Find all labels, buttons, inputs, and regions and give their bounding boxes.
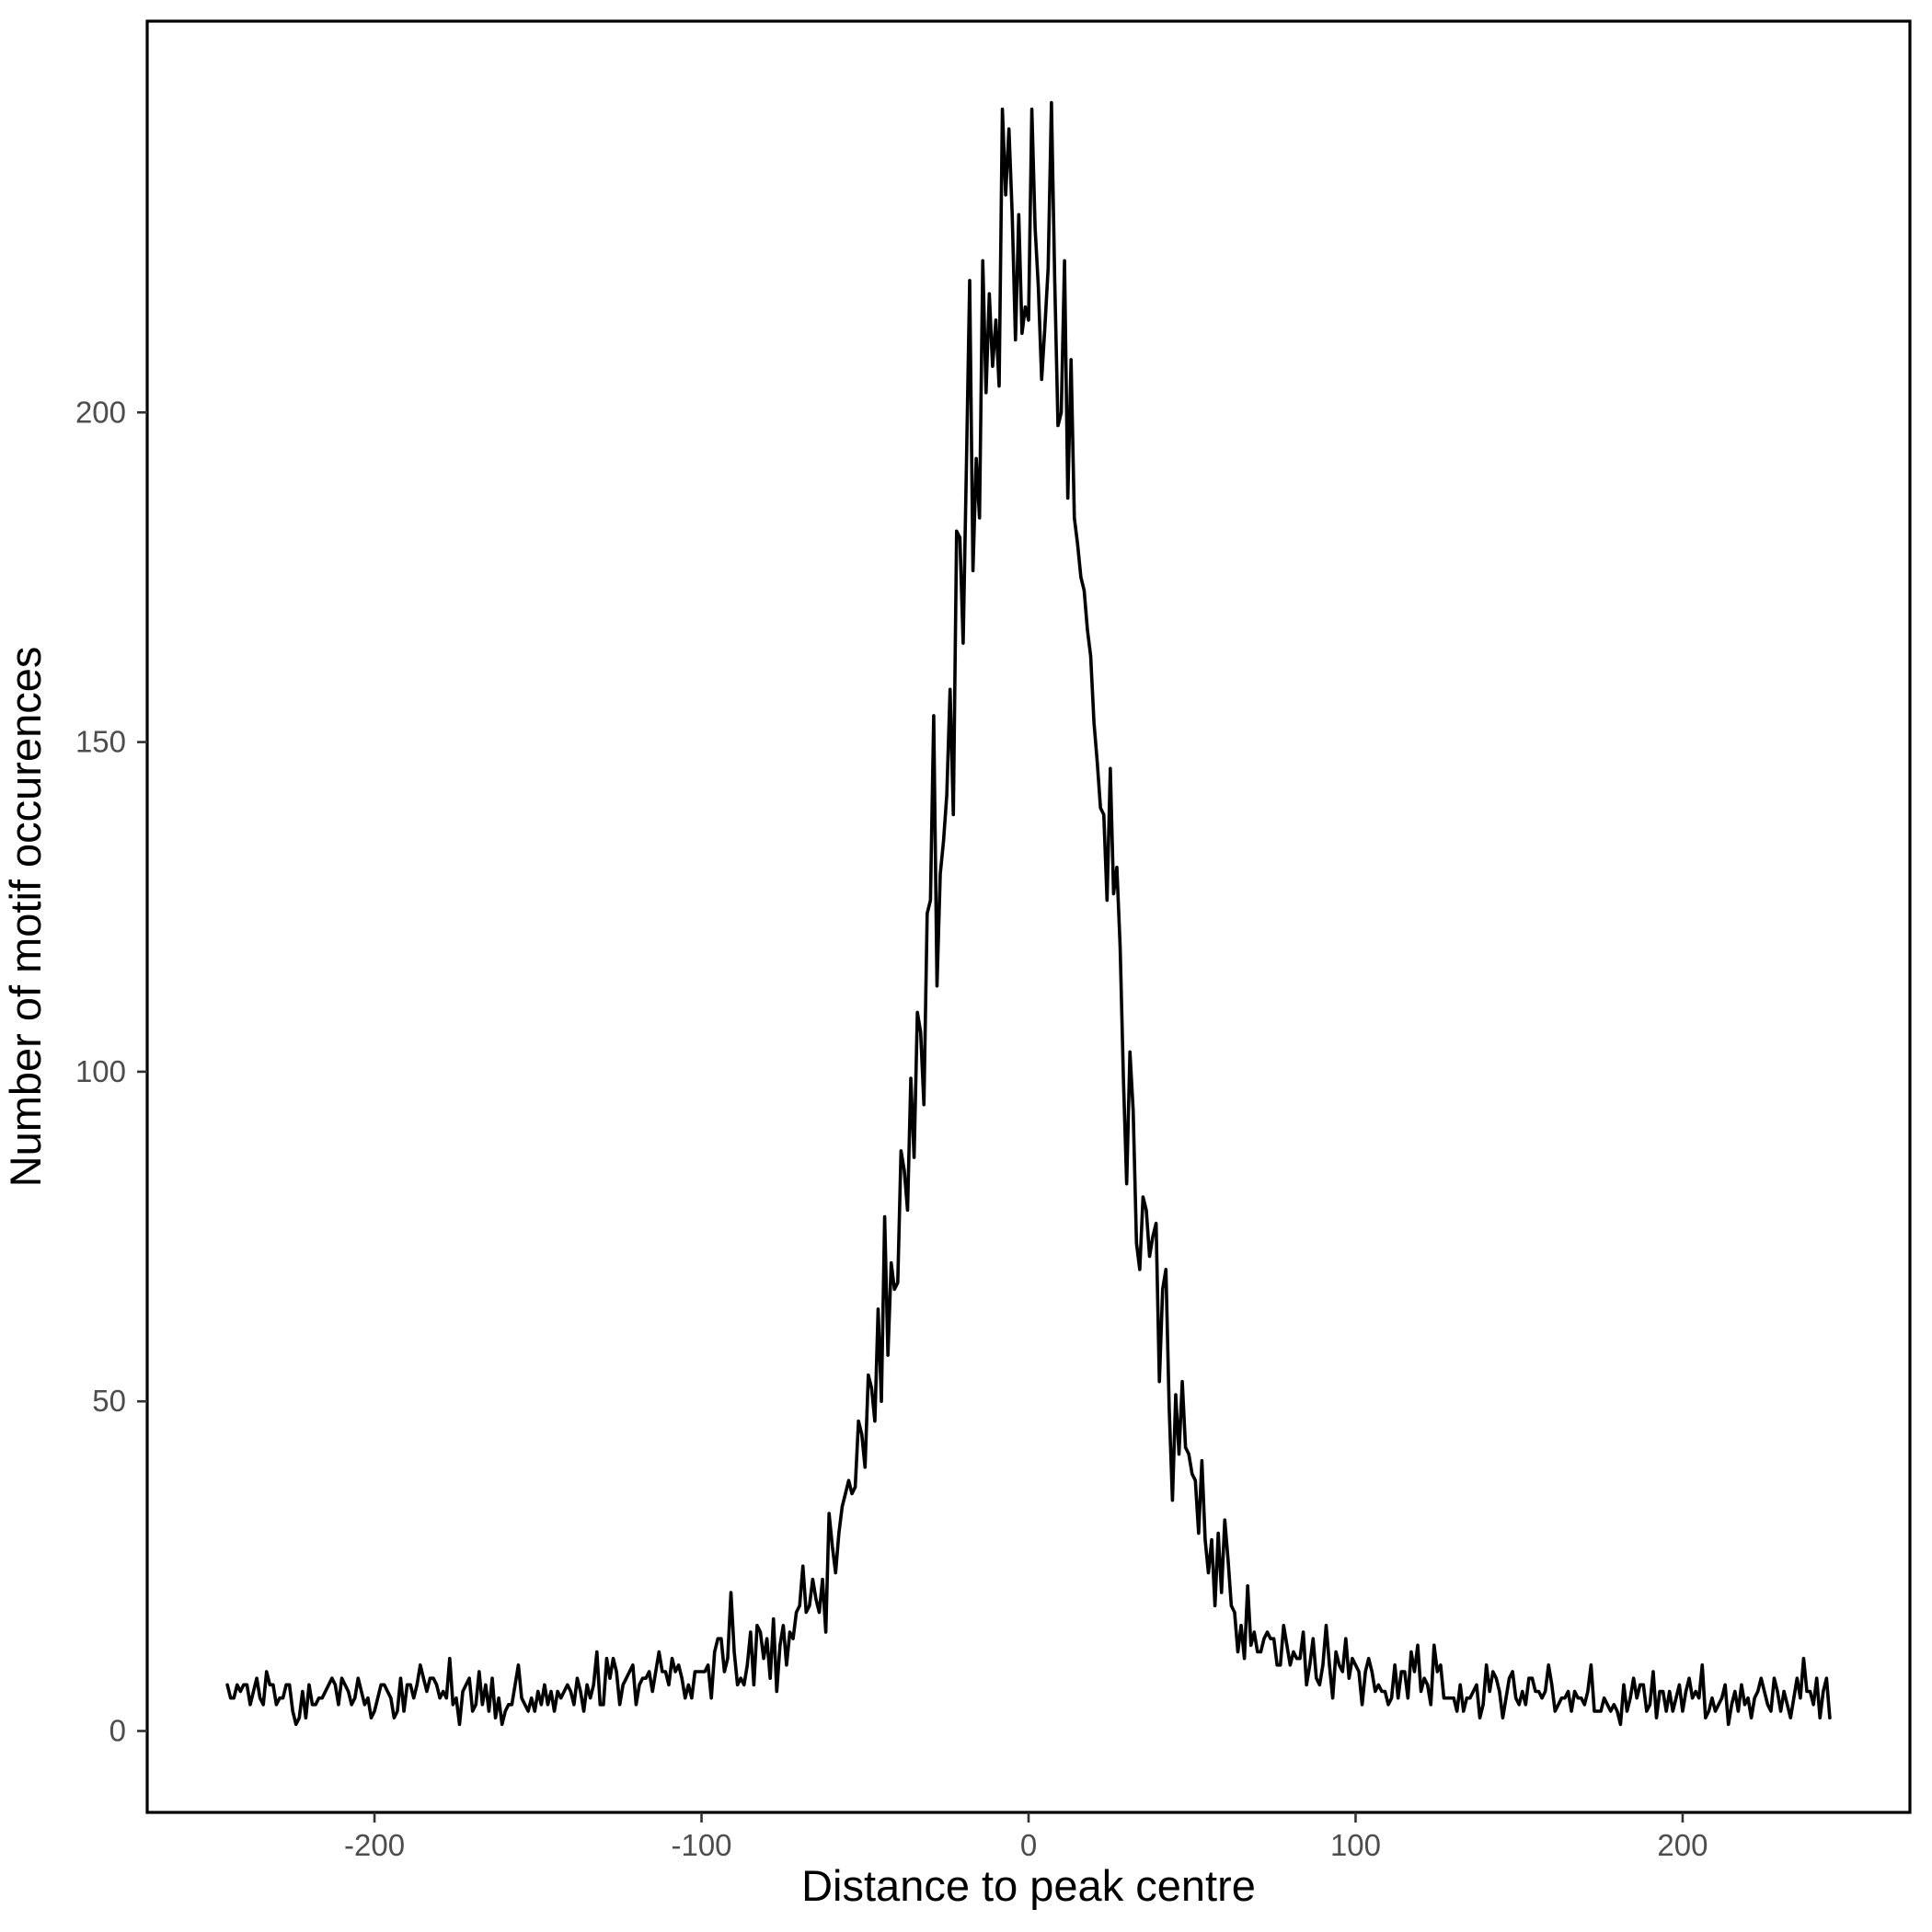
svg-text:0: 0: [1020, 1828, 1037, 1862]
svg-text:200: 200: [75, 395, 126, 429]
svg-text:-100: -100: [671, 1828, 731, 1862]
svg-text:150: 150: [75, 725, 126, 759]
svg-text:Distance to peak centre: Distance to peak centre: [801, 1861, 1256, 1910]
svg-text:0: 0: [109, 1714, 126, 1748]
svg-text:Number of motif occurences: Number of motif occurences: [1, 647, 50, 1188]
svg-text:100: 100: [1330, 1828, 1381, 1862]
svg-text:100: 100: [75, 1054, 126, 1088]
svg-text:50: 50: [92, 1384, 126, 1418]
svg-text:200: 200: [1657, 1828, 1708, 1862]
svg-text:-200: -200: [344, 1828, 405, 1862]
